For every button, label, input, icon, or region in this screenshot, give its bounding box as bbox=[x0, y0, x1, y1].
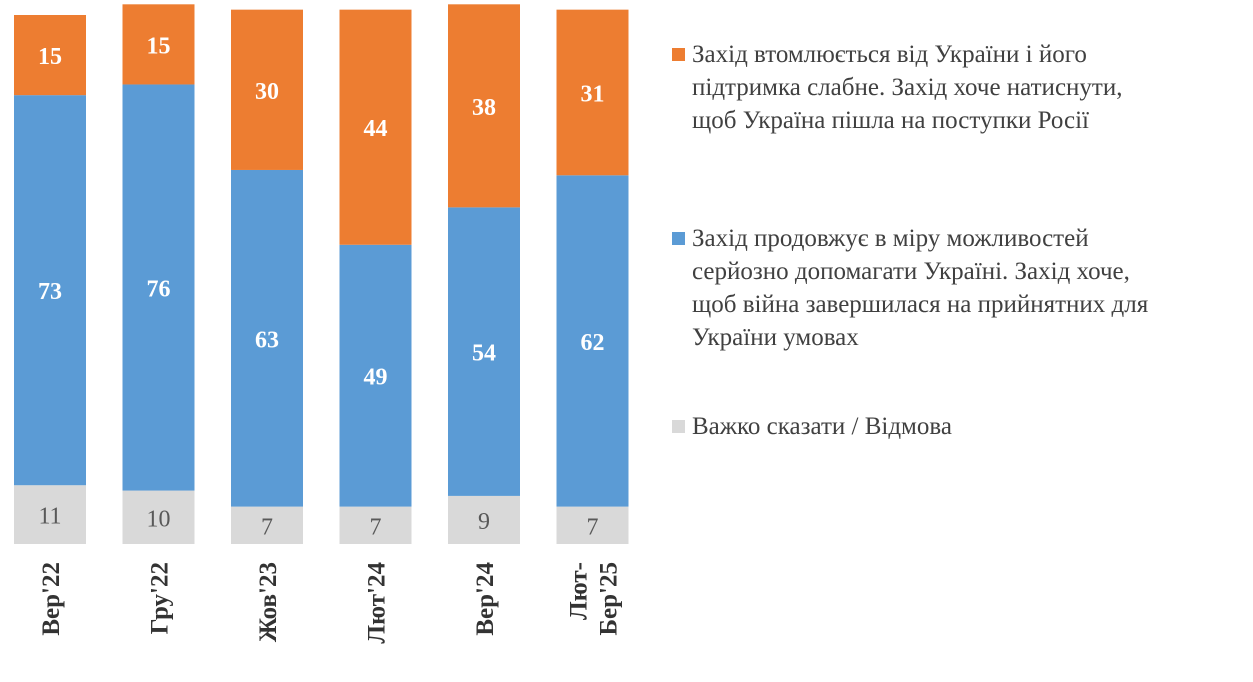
legend-item-support: Захід продовжує в міру можливостей серйо… bbox=[672, 222, 1247, 420]
data-label-s2-c3: 44 bbox=[364, 116, 388, 142]
bar-segment-s0-c4 bbox=[448, 495, 520, 544]
legend-swatch-orange bbox=[672, 48, 685, 61]
legend-item-pressure: Захід втомлюється від України і його під… bbox=[672, 38, 1247, 188]
data-label-s2-c4: 38 bbox=[472, 95, 496, 121]
bar-segment-s1-c0 bbox=[14, 95, 86, 486]
bar-segment-s0-c3 bbox=[339, 506, 412, 544]
legend-item-hard-to-say: Важко сказати / Відмова bbox=[672, 410, 1247, 443]
data-label-s1-c4: 54 bbox=[472, 341, 496, 367]
bar-segment-s2-c4 bbox=[448, 4, 520, 208]
data-label-s2-c0: 15 bbox=[38, 44, 62, 70]
legend-line: щоб війна завершилася на прийнятних для bbox=[692, 291, 1149, 318]
legend: Захід втомлюється від України і його під… bbox=[672, 38, 1247, 443]
data-label-s0-c4: 9 bbox=[478, 509, 490, 535]
data-label-s2-c2: 30 bbox=[255, 79, 279, 105]
category-label-3: Лют'24 bbox=[364, 562, 391, 644]
data-label-s1-c2: 63 bbox=[255, 327, 279, 353]
category-label-line: Гру'22 bbox=[147, 562, 174, 634]
bar-segment-s2-c0 bbox=[14, 15, 86, 96]
bar-segment-s0-c0 bbox=[14, 485, 86, 544]
category-label-4: Вер'24 bbox=[472, 562, 499, 636]
data-label-s1-c5: 62 bbox=[581, 330, 605, 356]
bar-segment-s2-c2 bbox=[231, 9, 303, 170]
category-label-line: Жов'23 bbox=[255, 562, 282, 642]
category-label-line: Лют- bbox=[566, 562, 593, 620]
data-label-s0-c3: 7 bbox=[370, 514, 382, 540]
data-label-s0-c2: 7 bbox=[261, 514, 273, 540]
category-label-5: Лют- Бер'25 bbox=[566, 562, 623, 635]
legend-line: України умовах bbox=[692, 324, 859, 351]
data-label-s0-c5: 7 bbox=[587, 514, 599, 540]
category-label-1: Гру'22 bbox=[147, 562, 174, 634]
data-label-s0-c0: 11 bbox=[38, 504, 61, 530]
data-label-s0-c1: 10 bbox=[147, 506, 171, 532]
legend-swatch-gray bbox=[672, 420, 685, 433]
legend-line: підтримка слабне. Захід хоче натиснути, bbox=[692, 74, 1123, 101]
legend-line: Захід продовжує в міру можливостей bbox=[692, 225, 1089, 252]
category-label-line: Лют'24 bbox=[364, 562, 391, 644]
category-label-line: Бер'25 bbox=[596, 562, 623, 635]
bar-segment-s1-c2 bbox=[231, 169, 303, 507]
category-label-0: Вер'22 bbox=[38, 562, 65, 636]
data-label-s1-c0: 73 bbox=[38, 279, 62, 305]
legend-swatch-blue bbox=[672, 232, 685, 245]
data-label-s1-c1: 76 bbox=[147, 277, 171, 303]
bar-segment-s1-c4 bbox=[448, 207, 520, 496]
category-label-2: Жов'23 bbox=[255, 562, 282, 642]
data-label-s2-c1: 15 bbox=[147, 33, 171, 59]
bar-segment-s1-c1 bbox=[122, 84, 195, 491]
bar-segment-s2-c3 bbox=[339, 9, 412, 245]
category-label-line: Вер'24 bbox=[472, 562, 499, 636]
bar-segment-s2-c5 bbox=[556, 9, 629, 176]
data-label-s2-c5: 31 bbox=[581, 81, 605, 107]
data-label-s1-c3: 49 bbox=[364, 365, 388, 391]
bar-segment-s0-c2 bbox=[231, 506, 303, 544]
legend-line: Захід втомлюється від України і його bbox=[692, 41, 1087, 68]
bar-segment-s1-c5 bbox=[556, 175, 629, 507]
stacked-bar-chart: 11 73 15 Вер'22 10 76 15 Гру'22 7 63 30 Жов'23 7 49 44… bbox=[14, 4, 629, 644]
bar-segment-s0-c5 bbox=[556, 506, 629, 544]
bar-segment-s1-c3 bbox=[339, 244, 412, 507]
category-label-line: Вер'22 bbox=[38, 562, 65, 636]
legend-line: Важко сказати / Відмова bbox=[692, 413, 952, 440]
legend-line: щоб Україна пішла на поступки Росії bbox=[692, 107, 1089, 134]
bar-segment-s2-c1 bbox=[122, 4, 195, 85]
legend-line: серйозно допомагати Україні. Захід хоче, bbox=[692, 258, 1130, 285]
bar-segment-s0-c1 bbox=[122, 490, 195, 544]
